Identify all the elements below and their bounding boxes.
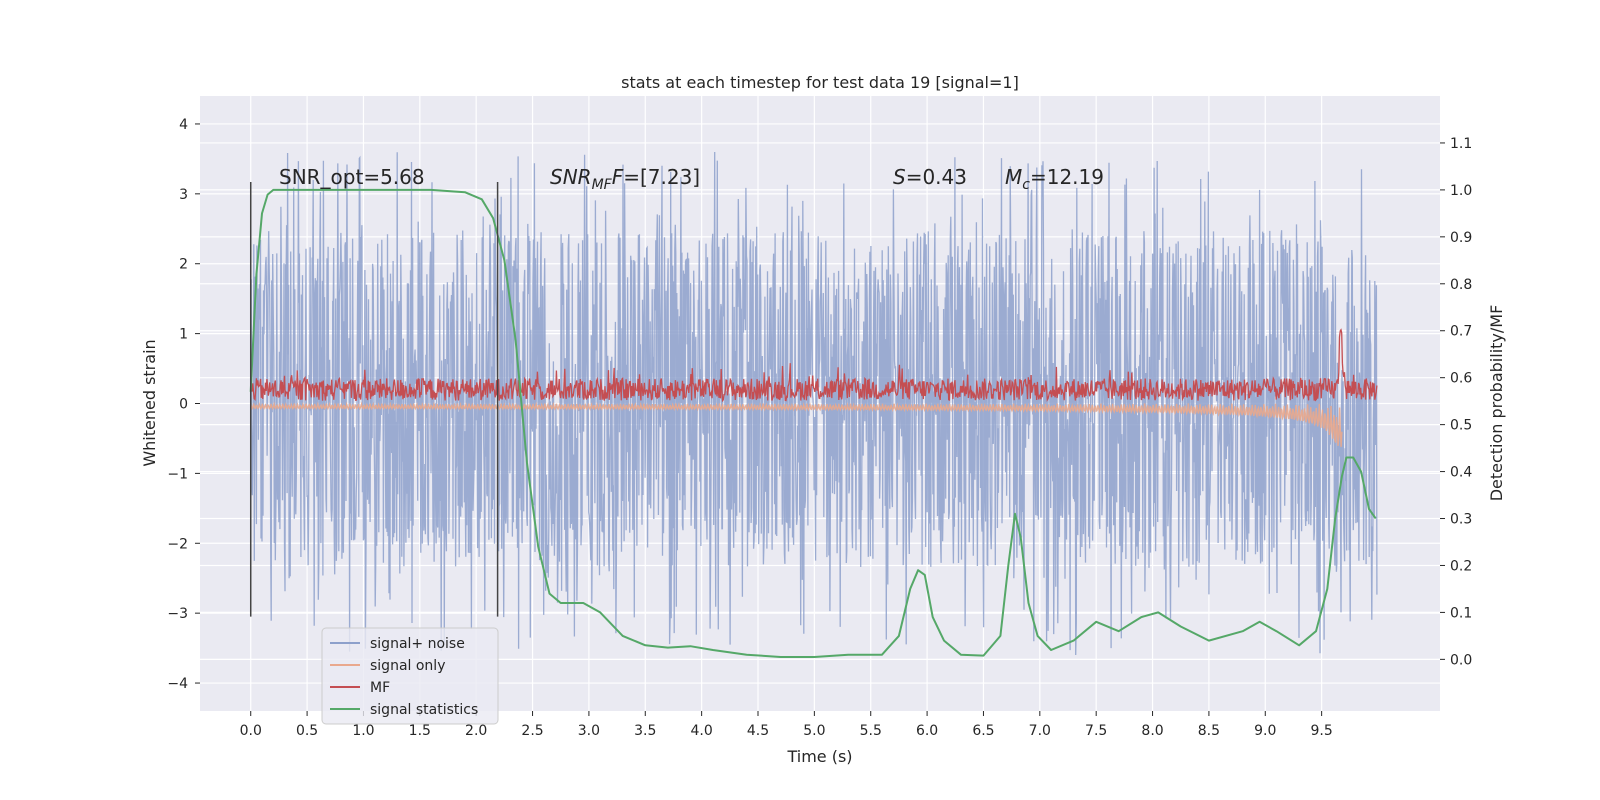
y2-tick-label: 1.0	[1450, 183, 1472, 199]
tick-labels: 0.0 0.5 1.0 1.5 2.0 2.5 3.0 3.5 4.0 4.5 5.0 5.5 6.0 6…	[167, 117, 1472, 739]
chart-title: stats at each timestep for test data 19 …	[621, 73, 1019, 92]
y2-tick-label: 0.3	[1450, 512, 1472, 528]
y-axis-label: Whitened strain	[140, 339, 159, 466]
annotation-snr-mf-label: SNR	[550, 165, 592, 189]
y2-tick-label: 0.5	[1450, 418, 1472, 434]
y-tick-label: −1	[167, 466, 188, 482]
annotation-chirp-mass: Mc=12.19	[1005, 165, 1104, 193]
annotation-chirp-value: =12.19	[1030, 165, 1104, 189]
x-tick-label: 9.0	[1254, 723, 1276, 739]
x-tick-label: 4.0	[691, 723, 713, 739]
y2-tick-label: 1.1	[1450, 136, 1472, 152]
x-tick-label: 7.0	[1029, 723, 1051, 739]
x-tick-label: 1.0	[352, 723, 374, 739]
x-tick-label: 9.5	[1311, 723, 1333, 739]
y-tick-label: −2	[167, 536, 188, 552]
y2-tick-label: 0.7	[1450, 324, 1472, 340]
y2-axis-label: Detection probability/MF	[1487, 305, 1506, 502]
y-tick-label: 1	[179, 327, 188, 343]
series-signal-statistics	[249, 188, 1377, 658]
legend-label: signal only	[370, 658, 445, 674]
y-tick-label: 2	[179, 257, 188, 273]
annotation-spin-value: =0.43	[906, 165, 967, 189]
x-tick-label: 4.5	[747, 723, 769, 739]
legend-label: MF	[370, 680, 390, 696]
annotation-snr-mf-sub: MF	[592, 177, 613, 193]
x-tick-label: 6.5	[972, 723, 994, 739]
y2-tick-label: 0.9	[1450, 230, 1472, 246]
series-signal-only	[250, 401, 1343, 447]
x-tick-label: 7.5	[1085, 723, 1107, 739]
x-tick-label: 6.0	[916, 723, 938, 739]
annotation-spin: S=0.43	[893, 165, 967, 189]
y-tick-label: −3	[167, 606, 188, 622]
y2-tick-label: 0.0	[1450, 652, 1472, 668]
series-layer	[249, 151, 1378, 658]
series-mf	[250, 328, 1378, 403]
y-tick-label: −4	[167, 676, 188, 692]
y-tick-label: 3	[179, 187, 188, 203]
legend-box	[321, 627, 499, 725]
y-tick-label: 0	[179, 397, 188, 413]
legend-label: signal+ noise	[370, 636, 465, 652]
annotation-snr-opt: SNR_opt=5.68	[279, 165, 425, 189]
y2-tick-label: 0.1	[1450, 605, 1472, 621]
annotation-snr-mf: SNRMFF=[7.23]	[550, 165, 700, 193]
x-tick-label: 1.5	[409, 723, 431, 739]
x-tick-label: 0.0	[240, 723, 262, 739]
annotation-snr-mf-value: =[7.23]	[623, 165, 700, 189]
y2-tick-label: 0.8	[1450, 277, 1472, 293]
vertical-markers	[249, 181, 499, 617]
series-signal-noise	[250, 151, 1378, 656]
annotation-chirp-label: M	[1005, 165, 1022, 189]
y2-tick-label: 0.2	[1450, 558, 1472, 574]
x-tick-label: 3.0	[578, 723, 600, 739]
x-tick-label: 8.0	[1141, 723, 1163, 739]
legend: signal+ noise signal only MF signal statist…	[321, 627, 499, 725]
legend-label: signal statistics	[370, 702, 478, 718]
x-tick-label: 5.5	[860, 723, 882, 739]
annotation-chirp-sub: c	[1022, 177, 1030, 193]
y2-tick-label: 0.4	[1450, 465, 1472, 481]
x-axis-label: Time (s)	[786, 747, 852, 766]
annotations: SNR_opt=5.68 SNRMFF=[7.23] S=0.43 Mc=12.…	[279, 165, 1104, 193]
x-tick-label: 5.0	[803, 723, 825, 739]
annotation-snr-mf-f: F	[612, 165, 624, 189]
x-tick-label: 2.0	[465, 723, 487, 739]
y-tick-label: 4	[179, 117, 188, 133]
y2-tick-label: 0.6	[1450, 371, 1472, 387]
x-tick-label: 0.5	[296, 723, 318, 739]
x-tick-label: 3.5	[634, 723, 656, 739]
annotation-spin-label: S	[893, 165, 906, 189]
x-tick-label: 2.5	[521, 723, 543, 739]
x-tick-label: 8.5	[1198, 723, 1220, 739]
